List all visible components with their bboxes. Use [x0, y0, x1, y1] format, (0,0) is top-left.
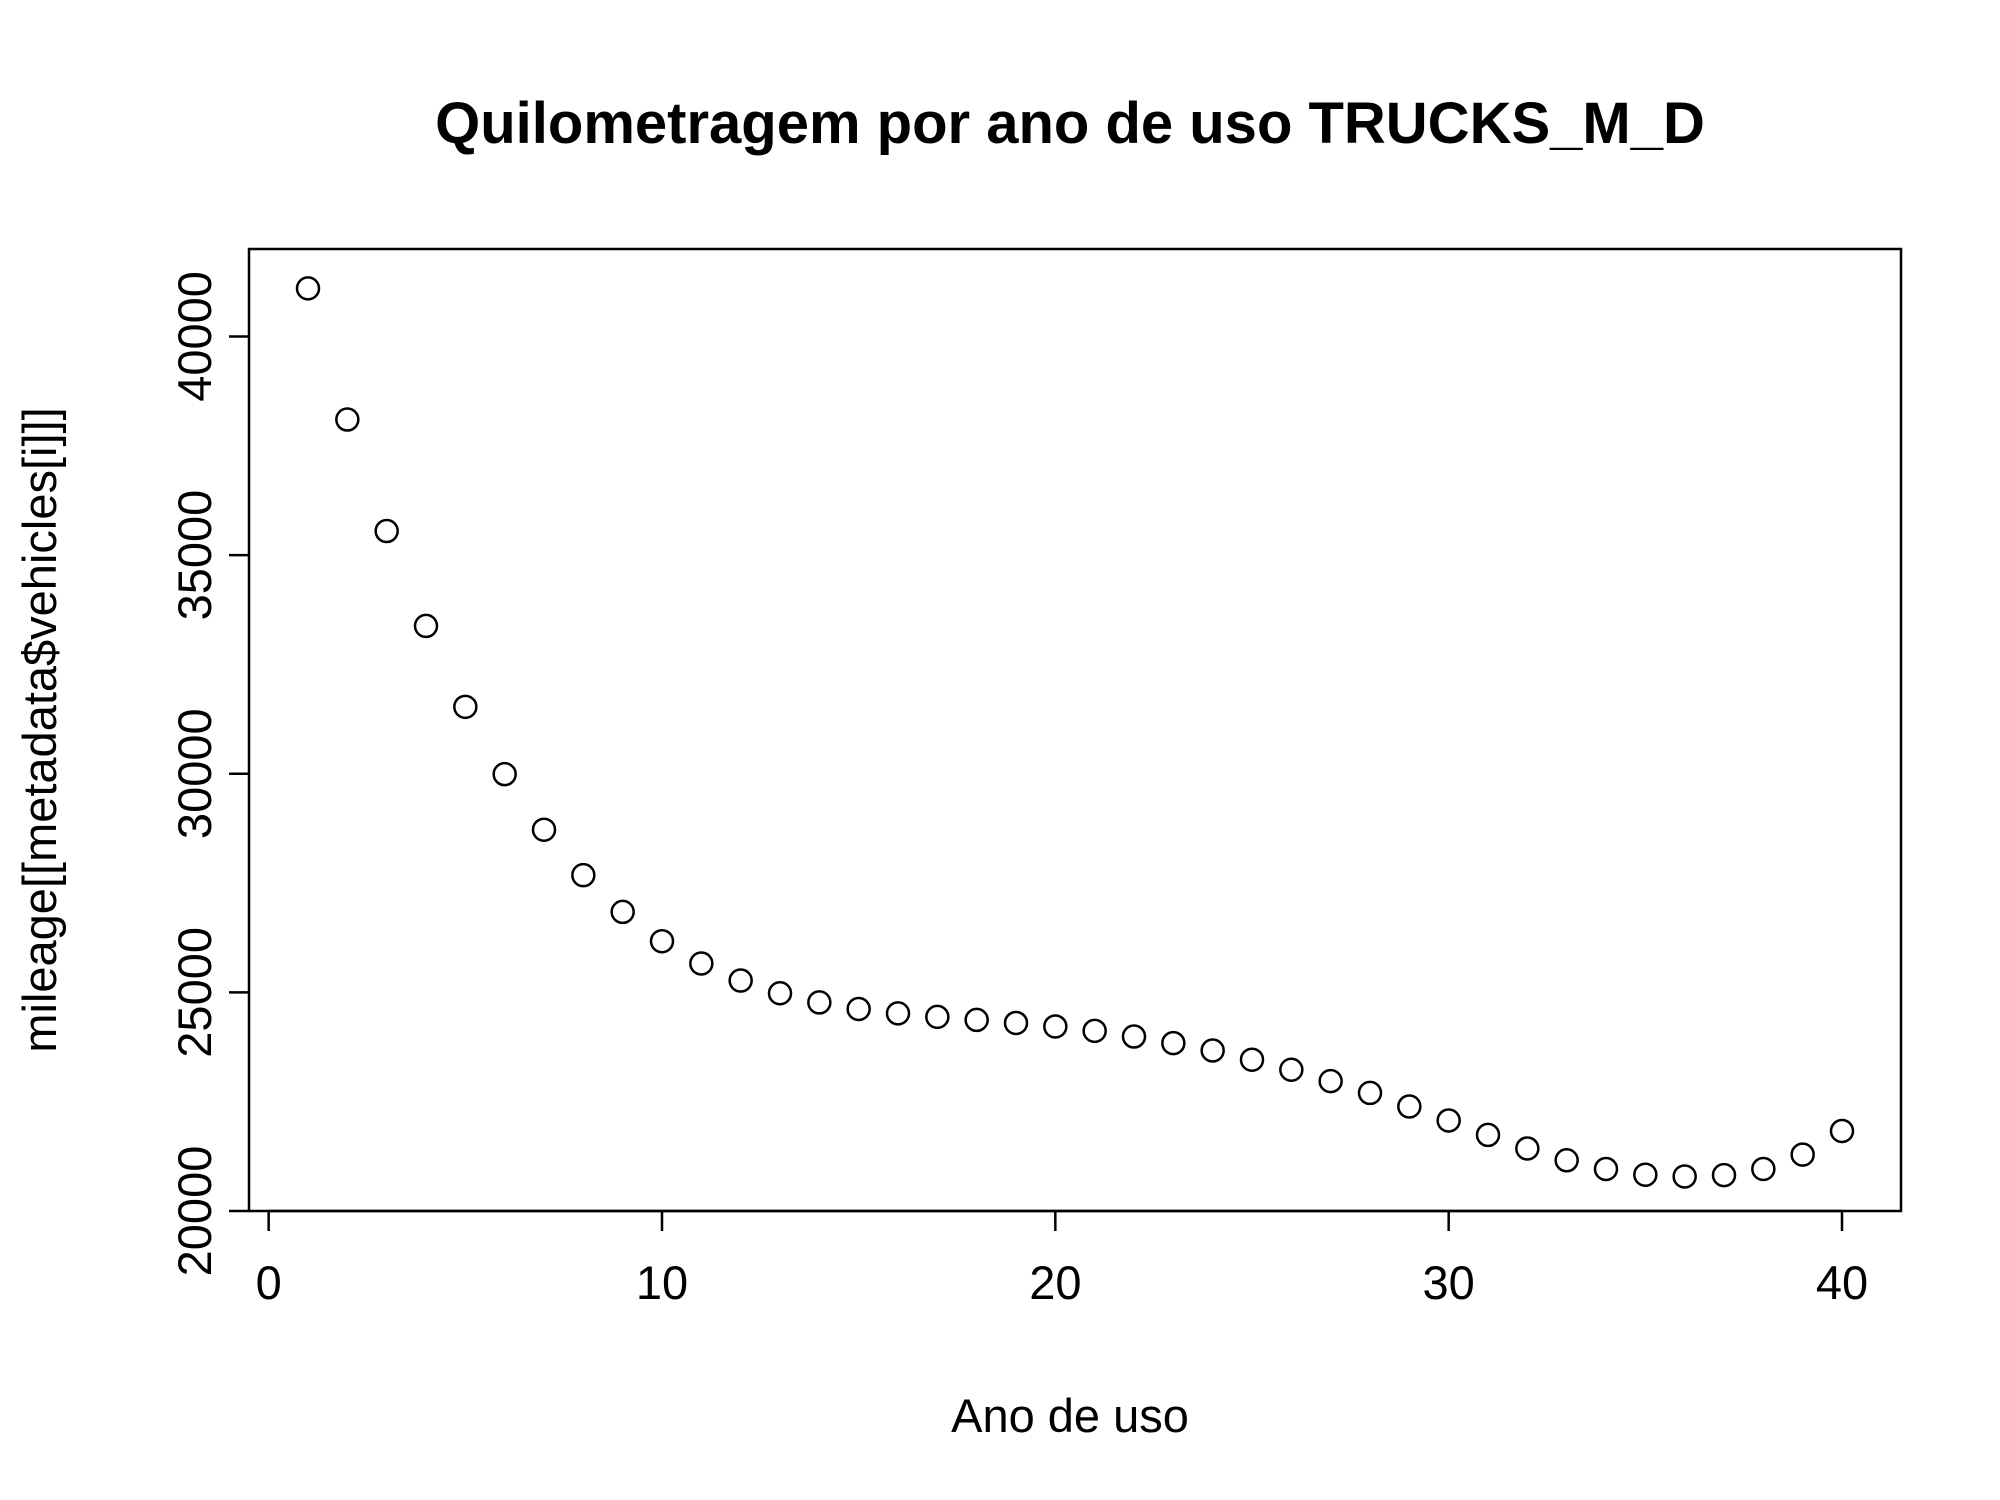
data-point	[1554, 1148, 1579, 1173]
data-point	[925, 1004, 950, 1030]
data-point	[689, 951, 714, 976]
data-point	[374, 518, 399, 544]
data-point	[1515, 1136, 1540, 1161]
data-point	[1279, 1057, 1304, 1083]
data-point	[1436, 1108, 1461, 1133]
data-point	[610, 899, 635, 925]
y-axis: 20000 25000 30000 35000 40000	[168, 271, 249, 1276]
y-axis-label: mileage[[metadata$vehicles[i]]]	[13, 407, 66, 1052]
x-axis-label: Ano de uso	[951, 1389, 1189, 1442]
data-point	[335, 407, 360, 432]
data-point	[964, 1007, 989, 1033]
data-point	[571, 862, 596, 888]
y-tick-label: 20000	[168, 1146, 221, 1277]
data-point	[492, 761, 517, 787]
x-tick-label: 20	[1029, 1256, 1081, 1309]
data-point	[1751, 1156, 1776, 1182]
data-point	[1633, 1162, 1658, 1187]
data-point	[1357, 1080, 1383, 1106]
data-point	[1593, 1156, 1619, 1182]
data-point	[1829, 1118, 1855, 1144]
data-point	[728, 968, 753, 993]
data-point	[649, 928, 675, 954]
x-tick-label: 40	[1816, 1256, 1868, 1309]
data-point	[413, 613, 439, 639]
data-point	[1043, 1014, 1068, 1039]
data-point	[1003, 1010, 1029, 1036]
data-point	[767, 980, 793, 1006]
data-point	[295, 276, 321, 301]
data-point	[807, 990, 832, 1015]
y-tick-label: 40000	[168, 271, 221, 402]
data-point	[1200, 1038, 1225, 1063]
x-axis: 0 10 20 30 40	[256, 1209, 1868, 1309]
data-point	[846, 996, 871, 1022]
y-tick-label: 35000	[168, 490, 221, 621]
y-tick-label: 30000	[168, 708, 221, 839]
data-point	[1672, 1164, 1697, 1189]
data-point	[1475, 1122, 1501, 1148]
x-tick-label: 30	[1423, 1256, 1475, 1309]
chart-title: Quilometragem por ano de uso TRUCKS_M_D	[435, 91, 1705, 156]
data-point	[1161, 1030, 1186, 1056]
data-point	[453, 694, 478, 720]
data-point	[1239, 1047, 1265, 1072]
data-point	[1082, 1018, 1107, 1044]
x-tick-label: 10	[636, 1256, 688, 1309]
data-point	[1318, 1068, 1343, 1094]
x-tick-label: 0	[256, 1256, 282, 1309]
data-point	[531, 817, 557, 842]
data-point	[1790, 1142, 1815, 1167]
y-tick-label: 25000	[168, 927, 221, 1058]
data-point	[885, 1001, 911, 1026]
data-point	[1397, 1094, 1422, 1119]
data-point	[1711, 1162, 1737, 1188]
data-points	[295, 276, 1855, 1189]
plot-frame	[247, 247, 1903, 1213]
data-point	[1121, 1024, 1147, 1049]
